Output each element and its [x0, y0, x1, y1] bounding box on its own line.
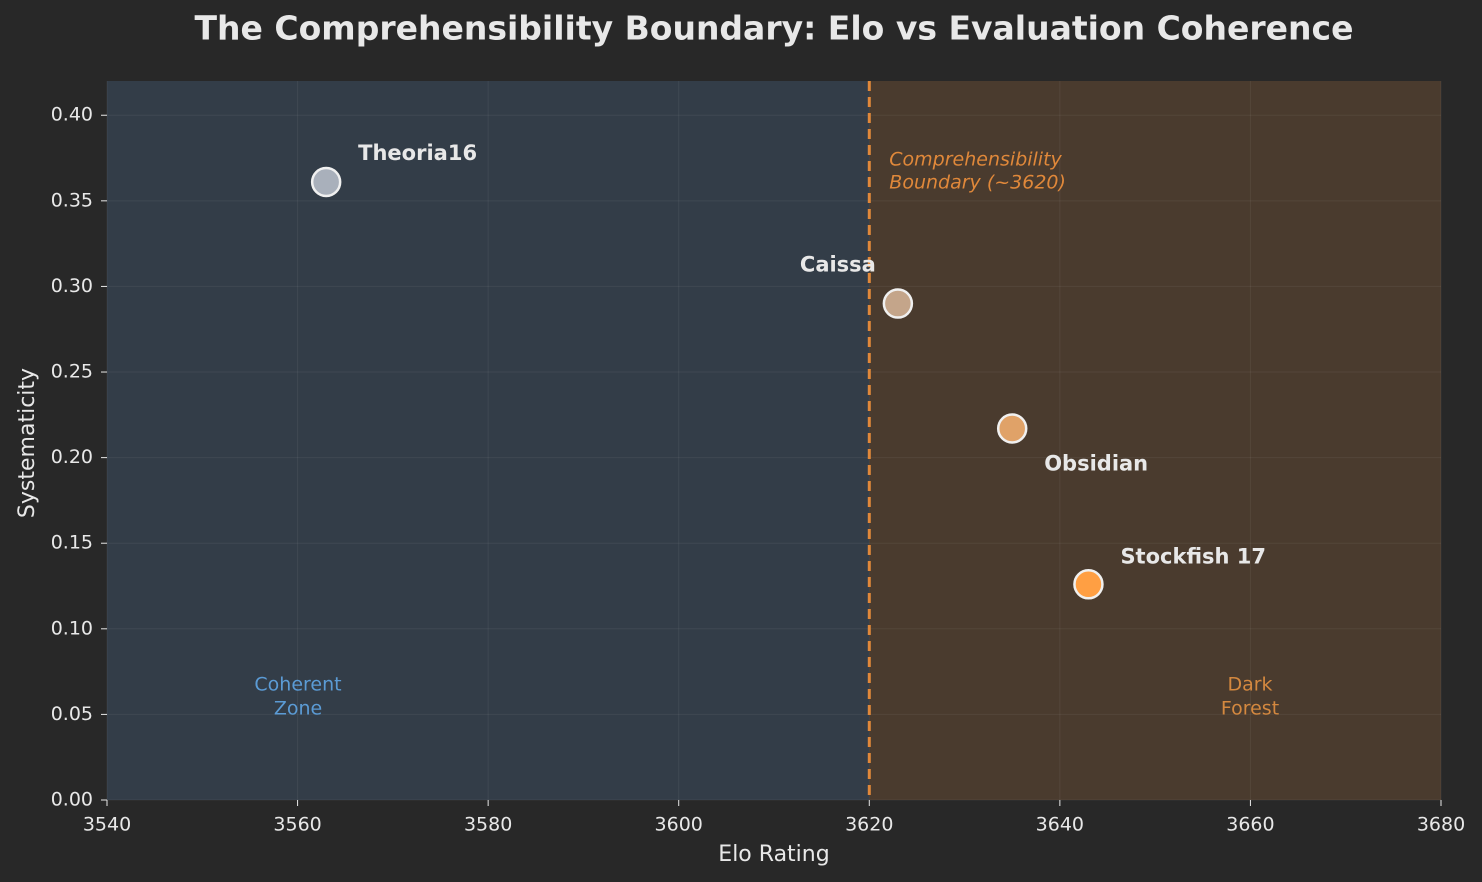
zone: [107, 81, 870, 800]
x-tick-label: 3680: [1417, 814, 1465, 836]
y-tick-label: 0.15: [51, 532, 93, 554]
zone-label: Coherent: [254, 674, 341, 696]
x-tick-label: 3660: [1226, 814, 1274, 836]
x-tick-label: 3560: [273, 814, 321, 836]
y-tick-label: 0.10: [51, 617, 93, 639]
y-tick-label: 0.40: [51, 104, 93, 126]
y-tick-label: 0.20: [51, 446, 93, 468]
chart-title: The Comprehensibility Boundary: Elo vs E…: [195, 9, 1354, 48]
point-label: Theoria16: [358, 141, 477, 165]
y-tick-label: 0.30: [51, 275, 93, 297]
point: [1073, 569, 1104, 600]
point-label: Stockfish 17: [1120, 544, 1266, 568]
x-tick-label: 3620: [845, 814, 893, 836]
zone-label: Zone: [274, 698, 322, 720]
zone: [869, 81, 1441, 800]
point: [996, 413, 1028, 444]
x-tick-label: 3640: [1036, 814, 1084, 836]
zone-label: Dark: [1227, 674, 1272, 696]
zone-label: Forest: [1221, 698, 1279, 720]
y-tick-label: 0.35: [51, 189, 93, 211]
boundary-label: Comprehensibility: [889, 149, 1062, 171]
point-label: Obsidian: [1044, 452, 1148, 476]
point: [882, 288, 914, 319]
x-tick-label: 3600: [655, 814, 703, 836]
y-tick-label: 0.25: [51, 361, 93, 383]
y-tick-label: 0.00: [51, 789, 93, 811]
point-label: Caissa: [800, 253, 876, 277]
boundary-label: Boundary (~3620): [889, 172, 1066, 194]
point: [310, 166, 342, 198]
x-tick-label: 3580: [464, 814, 512, 836]
x-tick-label: 3540: [83, 814, 131, 836]
y-tick-label: 0.05: [51, 703, 93, 725]
x-axis-label: Elo Rating: [718, 842, 829, 867]
y-axis-label: Systematicity: [15, 368, 40, 518]
